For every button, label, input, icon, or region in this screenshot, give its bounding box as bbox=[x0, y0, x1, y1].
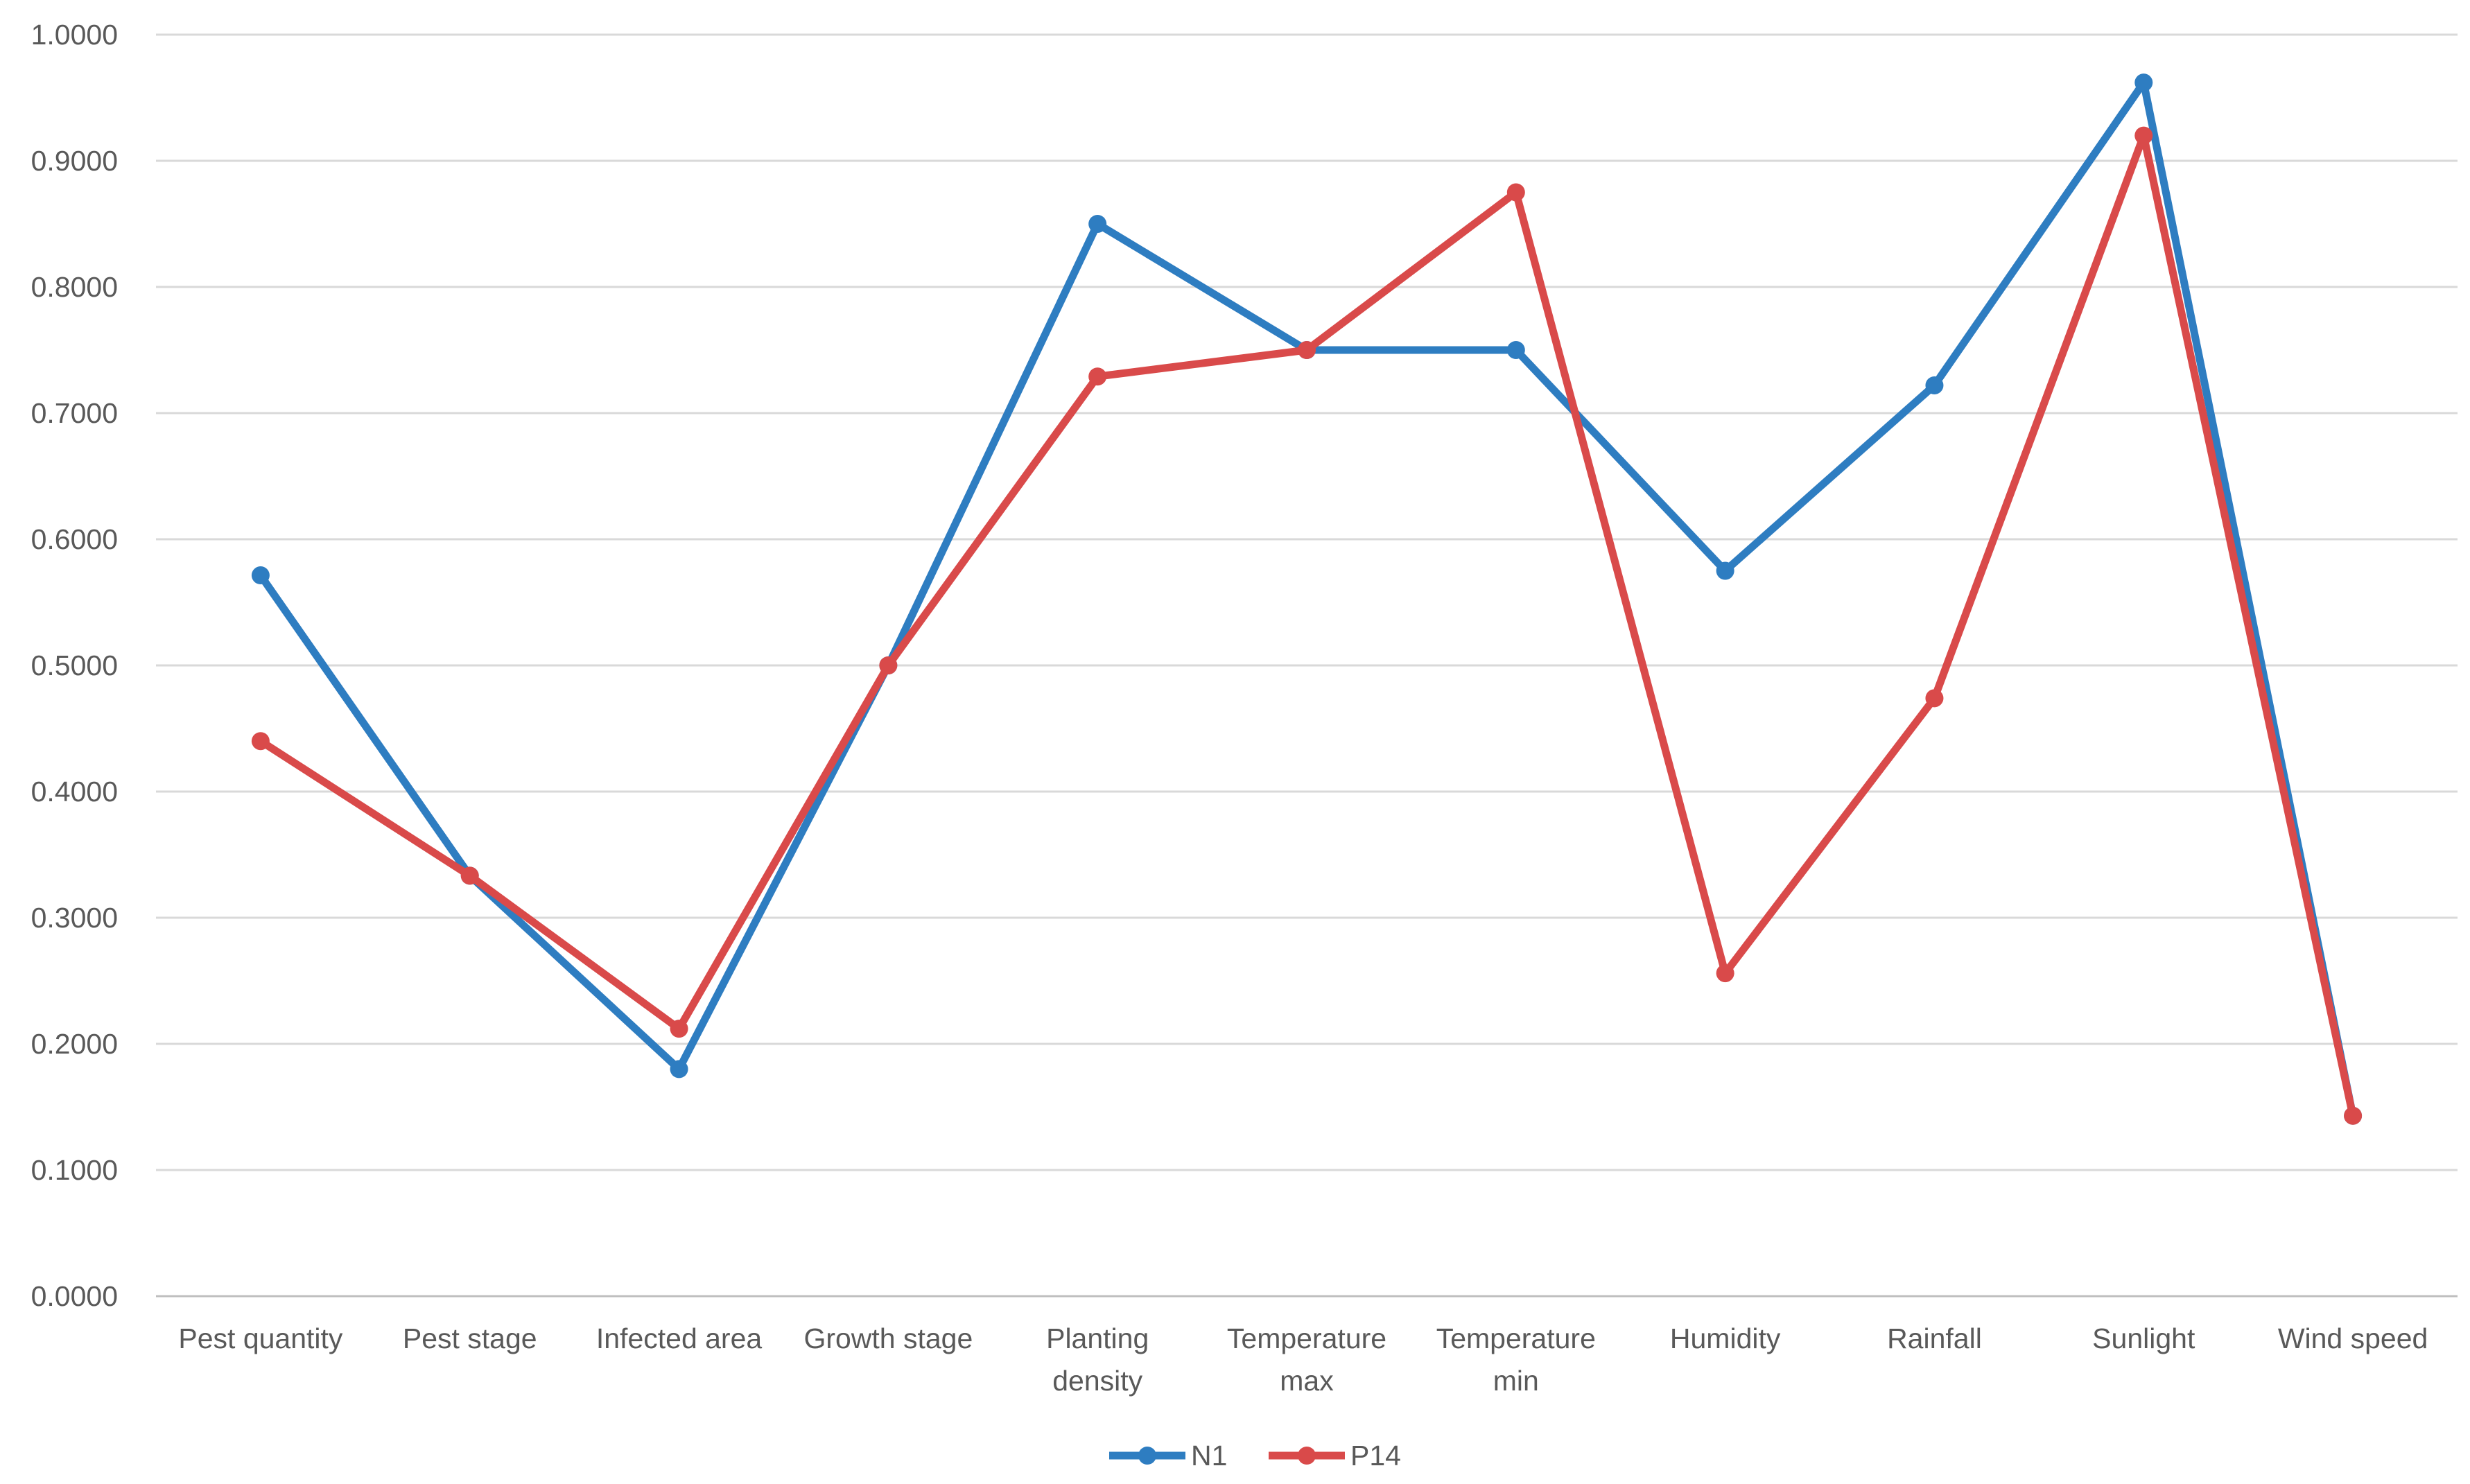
data-point bbox=[251, 732, 270, 751]
x-tick-label: Humidity bbox=[1670, 1322, 1781, 1354]
series-lines bbox=[251, 73, 2363, 1125]
series-line bbox=[256, 78, 2357, 1120]
data-point bbox=[670, 1060, 688, 1079]
legend-label: P14 bbox=[1350, 1440, 1401, 1472]
x-tick-label: Planting density bbox=[1046, 1322, 1149, 1397]
y-tick-label: 0.9000 bbox=[31, 145, 118, 177]
x-tick-label: Infected area bbox=[596, 1322, 763, 1354]
data-point bbox=[1925, 376, 1944, 394]
data-point bbox=[1506, 183, 1525, 202]
data-point bbox=[1716, 964, 1734, 983]
x-tick-label: Temperature min bbox=[1436, 1322, 1596, 1397]
data-point bbox=[1716, 561, 1734, 580]
data-point bbox=[2344, 1106, 2363, 1125]
y-tick-label: 1.0000 bbox=[31, 19, 118, 51]
y-tick-label: 0.7000 bbox=[31, 397, 118, 429]
data-point bbox=[879, 656, 898, 674]
x-axis-tick-labels: Pest quantity Pest stage Infected area Grow… bbox=[178, 1322, 2428, 1397]
data-point bbox=[1088, 215, 1107, 233]
x-tick-label: Pest quantity bbox=[178, 1322, 343, 1354]
data-point bbox=[1925, 689, 1944, 708]
y-tick-label: 0.8000 bbox=[31, 271, 118, 303]
y-tick-label: 0.3000 bbox=[31, 902, 118, 934]
data-point bbox=[1506, 341, 1525, 359]
y-tick-label: 0.0000 bbox=[31, 1280, 118, 1312]
y-tick-label: 0.4000 bbox=[31, 776, 118, 808]
y-tick-label: 0.2000 bbox=[31, 1028, 118, 1060]
data-point bbox=[2134, 73, 2153, 92]
y-tick-label: 0.1000 bbox=[31, 1154, 118, 1186]
y-tick-label: 0.6000 bbox=[31, 523, 118, 555]
legend-entry: P14 bbox=[1269, 1440, 1401, 1472]
x-tick-label: Wind speed bbox=[2278, 1322, 2428, 1354]
legend-swatch-marker bbox=[1298, 1447, 1316, 1465]
data-point bbox=[1088, 367, 1107, 386]
series-p14 bbox=[251, 126, 2363, 1125]
y-axis-tick-labels: 0.0000 0.1000 0.2000 0.3000 0.4000 0.5000 0.60… bbox=[31, 19, 118, 1312]
x-tick-label: Pest stage bbox=[403, 1322, 537, 1354]
legend-label: N1 bbox=[1191, 1440, 1227, 1472]
x-tick-label: Growth stage bbox=[803, 1322, 973, 1354]
y-tick-label: 0.5000 bbox=[31, 649, 118, 681]
x-tick-label: Temperature max bbox=[1227, 1322, 1386, 1397]
x-tick-label: Sunlight bbox=[2092, 1322, 2195, 1354]
series-n1 bbox=[251, 73, 2363, 1125]
data-point bbox=[251, 566, 270, 585]
legend: N1 P14 bbox=[1109, 1440, 1401, 1472]
data-point bbox=[2134, 126, 2153, 145]
data-point bbox=[670, 1020, 688, 1038]
x-tick-label: Rainfall bbox=[1887, 1322, 1982, 1354]
gridlines bbox=[156, 33, 2458, 1298]
legend-entry: N1 bbox=[1109, 1440, 1227, 1472]
legend-swatch-marker bbox=[1138, 1447, 1156, 1465]
data-point bbox=[460, 866, 479, 885]
data-point bbox=[1298, 341, 1316, 359]
